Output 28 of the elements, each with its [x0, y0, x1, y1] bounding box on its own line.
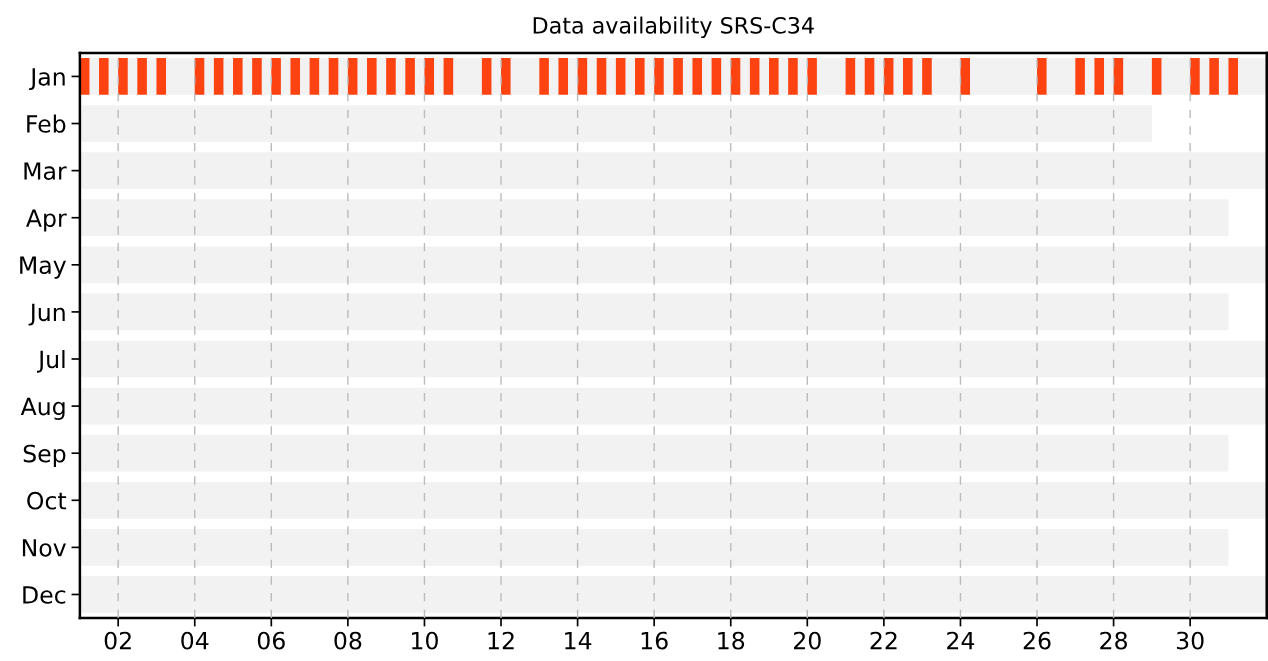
y-tick-label: Feb — [27, 114, 66, 133]
x-tick-label: 28 — [1100, 631, 1127, 650]
y-tick-label: Mar — [24, 162, 67, 180]
x-tick-label: 12 — [488, 631, 514, 650]
x-tick-label: 22 — [870, 631, 897, 650]
x-tick-label: 18 — [718, 631, 745, 650]
y-tick-label: Apr — [26, 209, 67, 232]
x-tick-label: 04 — [181, 631, 209, 650]
x-tick-label: 14 — [565, 631, 592, 650]
y-tick-label: Nov — [22, 539, 66, 557]
y-tick-label: Jul — [36, 350, 65, 373]
x-tick-label: 24 — [947, 631, 975, 650]
x-tick-label: 16 — [641, 631, 668, 650]
y-tick-label: Dec — [23, 586, 66, 604]
y-tick-label: Jan — [29, 68, 65, 91]
x-tick-label: 26 — [1023, 631, 1051, 650]
x-tick-label: 02 — [104, 631, 131, 650]
y-tick-label: Aug — [20, 397, 65, 420]
y-tick-label: Sep — [23, 444, 66, 468]
x-tick-label: 30 — [1176, 631, 1204, 650]
y-tick-label: Oct — [27, 491, 67, 510]
x-tick-label: 10 — [412, 631, 438, 650]
y-tick-label: May — [20, 256, 66, 279]
x-tick-label: 06 — [257, 631, 285, 650]
chart-title: Data availability SRS-C34 — [533, 16, 814, 39]
x-tick-label: 20 — [794, 631, 821, 650]
y-tick-label: Jun — [28, 303, 65, 326]
x-tick-label: 08 — [334, 631, 362, 650]
